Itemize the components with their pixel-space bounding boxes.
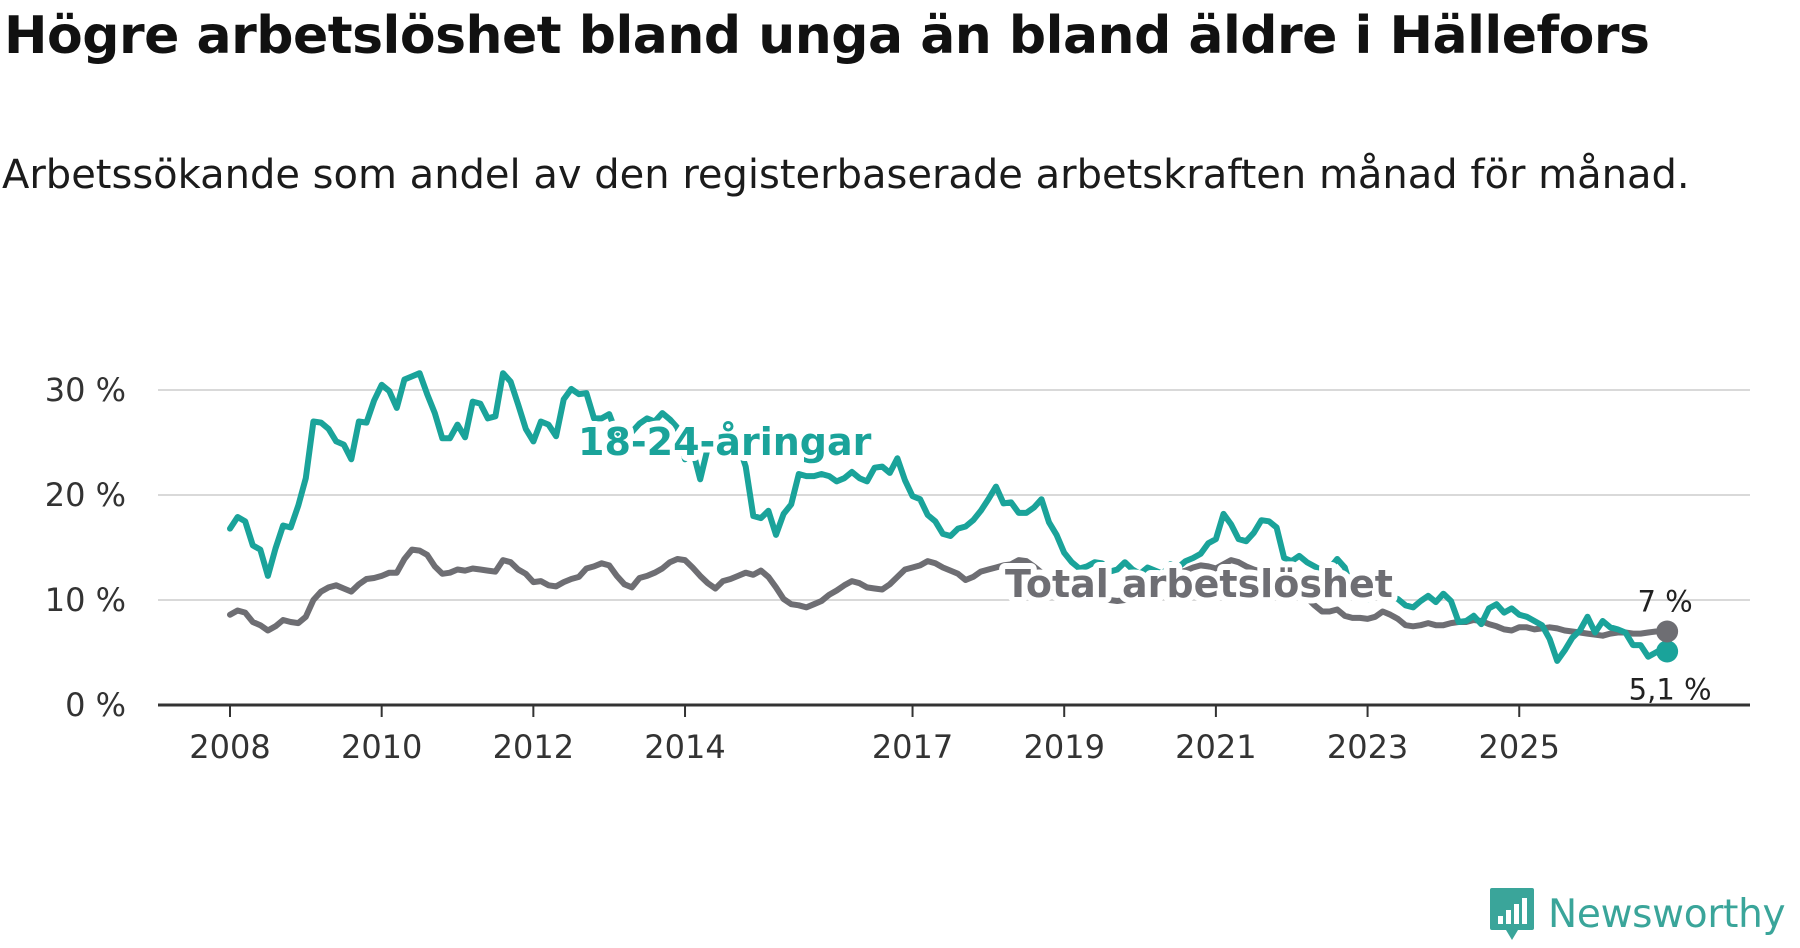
x-tick-label: 2014 — [644, 728, 725, 766]
y-tick-label: 10 % — [45, 581, 126, 619]
series-line-youth — [227, 370, 1671, 664]
end-label-total: 7 % — [1638, 585, 1693, 619]
x-tick-label: 2010 — [341, 728, 422, 766]
x-axis: 0 % 10 % 20 % 30 % 2008 2010 2012 2014 2017 2019 2… — [45, 371, 1750, 766]
end-point-total — [1656, 620, 1679, 643]
chart-subtitle: Arbetssökande som andel av den registerb… — [2, 152, 1690, 198]
x-tick-label: 2008 — [189, 728, 270, 766]
brand-name: Newsworthy — [1548, 891, 1786, 937]
end-point-youth — [1656, 640, 1679, 663]
y-tick-label: 20 % — [45, 476, 126, 514]
x-tick-label: 2017 — [872, 728, 953, 766]
x-tick-label: 2019 — [1023, 728, 1104, 766]
y-tick-label: 30 % — [45, 371, 126, 409]
series-lines — [227, 370, 1679, 664]
series-label-youth: 18-24-åringar — [578, 420, 872, 464]
newsworthy-logo: Newsworthy — [1488, 885, 1786, 943]
y-tick-label: 0 % — [65, 686, 126, 724]
x-tick-label: 2012 — [493, 728, 574, 766]
page-title: Högre arbetslöshet bland unga än bland ä… — [4, 6, 1650, 66]
series-line-total — [227, 546, 1671, 639]
series-label-total-halo: Total arbetslöshet — [1005, 562, 1393, 606]
end-label-youth: 5,1 % — [1629, 672, 1712, 706]
x-tick-label: 2021 — [1175, 728, 1256, 766]
x-tick-label: 2025 — [1479, 728, 1560, 766]
series-label-youth-halo: 18-24-åringar — [578, 420, 872, 464]
bar-chart-icon — [1490, 888, 1534, 940]
series-label-total: Total arbetslöshet — [1005, 562, 1393, 606]
x-tick-label: 2023 — [1327, 728, 1408, 766]
